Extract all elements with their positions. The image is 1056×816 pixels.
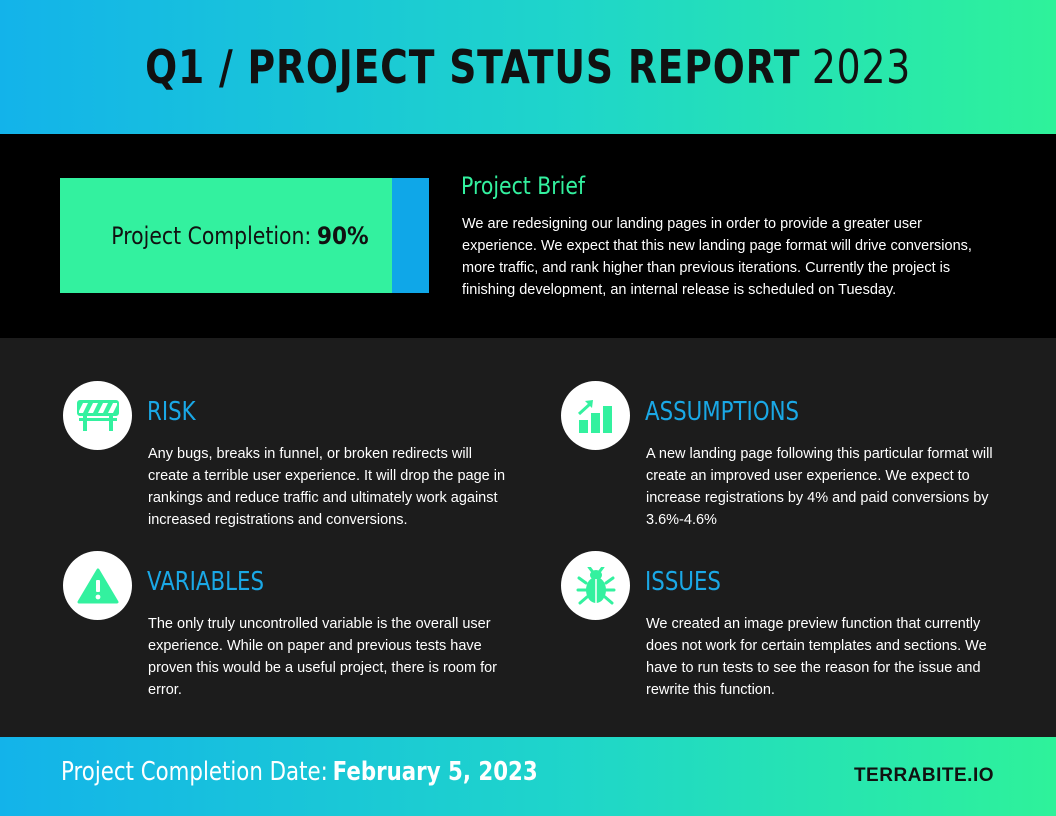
completion-progress-fill — [60, 178, 393, 293]
completion-date: Project Completion Date: February 5, 2023 — [61, 757, 538, 787]
completion-date-value: February 5, 2023 — [332, 757, 538, 787]
risk-title: RISK — [147, 397, 196, 427]
variables-text: The only truly uncontrolled variable is … — [148, 616, 497, 698]
issues-icon-circle — [561, 551, 630, 620]
assumptions-title: ASSUMPTIONS — [645, 397, 800, 427]
variables-icon-circle — [63, 551, 132, 620]
issues-text: We created an image preview function tha… — [646, 616, 987, 698]
completion-value: 90% — [316, 221, 369, 250]
completion-label: Project Completion: 90% — [60, 178, 390, 293]
growth-chart-icon — [577, 399, 612, 433]
risk-text: Any bugs, breaks in funnel, or broken re… — [148, 446, 506, 528]
issues-title: ISSUES — [645, 567, 721, 597]
footer-banner: Project Completion Date: February 5, 2023… — [0, 737, 1056, 816]
variables-title: VARIABLES — [147, 567, 265, 597]
assumptions-text: A new landing page following this partic… — [646, 446, 993, 528]
brief-text: We are redesigning our landing pages in … — [462, 216, 972, 298]
completion-date-label: Project Completion Date: — [61, 757, 328, 787]
header-banner: Q1 / PROJECT STATUS REPORT 2023 — [0, 0, 1056, 134]
brand-logo-text: TERRABITE.IO — [853, 765, 994, 786]
assumptions-icon-circle — [561, 381, 630, 450]
completion-progress-bar: Project Completion: 90% — [60, 178, 429, 293]
sections-grid: RISK Any bugs, breaks in funnel, or brok… — [0, 338, 1056, 737]
barrier-icon — [76, 399, 119, 431]
brief-band: Project Completion: 90% Project Brief We … — [0, 134, 1056, 338]
page-title: Q1 / PROJECT STATUS REPORT 2023 — [145, 40, 911, 94]
risk-icon-circle — [63, 381, 132, 450]
page-title-year: 2023 — [811, 40, 912, 94]
page-title-main: Q1 / PROJECT STATUS REPORT — [144, 40, 801, 94]
completion-label-text: Project Completion: — [110, 221, 311, 250]
warning-icon — [77, 568, 118, 603]
bug-icon — [576, 566, 615, 604]
brief-title: Project Brief — [461, 172, 586, 200]
